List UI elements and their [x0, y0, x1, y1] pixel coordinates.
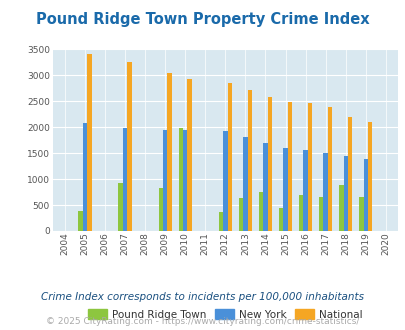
Bar — [218, 212, 223, 231]
Bar — [78, 211, 83, 231]
Bar — [262, 143, 267, 231]
Bar — [162, 130, 167, 231]
Bar — [343, 156, 347, 231]
Bar — [83, 123, 87, 231]
Legend: Pound Ridge Town, New York, National: Pound Ridge Town, New York, National — [84, 305, 366, 324]
Bar — [227, 83, 231, 231]
Bar — [223, 131, 227, 231]
Bar — [183, 130, 187, 231]
Bar — [167, 73, 171, 231]
Bar — [323, 153, 327, 231]
Bar — [327, 107, 331, 231]
Bar — [362, 159, 367, 231]
Bar — [338, 185, 343, 231]
Bar — [243, 137, 247, 231]
Bar — [258, 192, 262, 231]
Bar — [358, 197, 362, 231]
Bar — [87, 54, 91, 231]
Bar — [318, 197, 323, 231]
Bar — [298, 195, 303, 231]
Bar — [303, 150, 307, 231]
Bar — [247, 90, 252, 231]
Bar — [238, 198, 243, 231]
Bar — [367, 121, 371, 231]
Bar — [127, 62, 131, 231]
Bar — [122, 128, 127, 231]
Bar — [118, 183, 122, 231]
Bar — [347, 117, 352, 231]
Text: Crime Index corresponds to incidents per 100,000 inhabitants: Crime Index corresponds to incidents per… — [41, 292, 364, 302]
Bar — [278, 208, 283, 231]
Bar — [267, 97, 271, 231]
Bar — [307, 103, 311, 231]
Bar — [287, 102, 292, 231]
Text: © 2025 CityRating.com - https://www.cityrating.com/crime-statistics/: © 2025 CityRating.com - https://www.city… — [46, 317, 359, 326]
Bar — [178, 128, 183, 231]
Bar — [158, 188, 162, 231]
Bar — [187, 79, 191, 231]
Bar — [283, 148, 287, 231]
Text: Pound Ridge Town Property Crime Index: Pound Ridge Town Property Crime Index — [36, 12, 369, 26]
